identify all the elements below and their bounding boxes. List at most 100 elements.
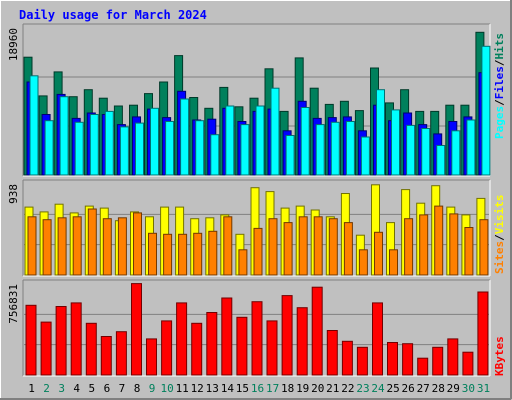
x-tick-label-day-11: 11 (176, 382, 189, 395)
x-tick-label-day-31: 31 (477, 382, 490, 395)
x-tick-label-day-23: 23 (356, 382, 369, 395)
side-label-part-visits-panel-1: / (493, 234, 506, 241)
bar-pages-day-18 (285, 135, 295, 176)
x-tick-label-day-9: 9 (149, 382, 156, 395)
bar-kbytes-day-27 (417, 357, 429, 376)
bar-kbytes-day-20 (311, 286, 323, 376)
bar-sites-day-15 (238, 249, 248, 276)
bar-kbytes-day-10 (161, 320, 173, 376)
bar-kbytes-day-18 (281, 295, 293, 376)
bar-kbytes-day-5 (85, 322, 97, 376)
x-tick-label-day-7: 7 (119, 382, 126, 395)
bar-sites-day-11 (178, 233, 188, 276)
bar-sites-day-29 (449, 213, 459, 276)
bar-sites-day-8 (133, 212, 142, 276)
x-tick-label-day-22: 22 (341, 382, 354, 395)
side-label-visits-panel: Sites/Visits (493, 195, 506, 275)
x-tick-label-day-29: 29 (447, 382, 460, 395)
bar-sites-day-22 (343, 222, 353, 276)
bar-sites-day-19 (298, 216, 308, 276)
side-label-part-hits-panel-3: / (493, 59, 506, 66)
x-tick-label-day-2: 2 (43, 382, 50, 395)
bar-pages-day-12 (195, 120, 205, 176)
panel-kbytes: 756831 (7, 279, 491, 377)
bar-sites-day-12 (193, 232, 203, 276)
bar-sites-day-2 (42, 219, 52, 276)
x-tick-label-day-5: 5 (88, 382, 95, 395)
bar-pages-day-8 (135, 122, 144, 176)
bar-pages-day-23 (360, 136, 370, 176)
x-tick-label-day-26: 26 (401, 382, 414, 395)
y-max-label-visits: 938 (7, 184, 20, 204)
x-tick-label-day-28: 28 (432, 382, 445, 395)
x-tick-label-day-18: 18 (281, 382, 294, 395)
bar-pages-day-22 (345, 121, 355, 176)
bar-kbytes-day-25 (387, 342, 398, 376)
bar-kbytes-day-4 (70, 302, 82, 376)
bar-sites-day-27 (419, 214, 429, 276)
bar-pages-day-31 (481, 45, 491, 176)
x-tick-label-day-3: 3 (58, 382, 65, 395)
panel-hits: 18960 (7, 23, 491, 177)
bar-pages-day-3 (59, 96, 69, 176)
bar-sites-day-16 (253, 227, 263, 276)
bar-sites-day-30 (464, 227, 474, 276)
bar-kbytes-day-31 (477, 291, 489, 376)
bar-kbytes-day-21 (326, 330, 338, 376)
x-tick-label-day-25: 25 (386, 382, 399, 395)
bar-pages-day-2 (44, 120, 54, 176)
y-max-label-kbytes: 756831 (7, 284, 20, 324)
bar-sites-day-31 (479, 219, 489, 276)
x-tick-label-day-6: 6 (104, 382, 111, 395)
x-tick-label-day-14: 14 (221, 382, 235, 395)
bar-kbytes-day-13 (206, 312, 218, 376)
bar-pages-day-9 (150, 107, 159, 176)
side-label-part-visits-panel-2: Visits (493, 195, 506, 235)
bar-kbytes-day-30 (462, 351, 474, 376)
bar-pages-day-10 (165, 121, 175, 176)
side-label-part-hits-panel-4: Hits (493, 33, 506, 60)
side-label-hits-panel: Pages/Files/Hits (493, 33, 506, 139)
bar-pages-day-6 (104, 110, 114, 176)
bar-kbytes-day-15 (236, 316, 248, 376)
x-tick-label-day-15: 15 (236, 382, 249, 395)
bar-sites-day-13 (208, 230, 218, 276)
bar-sites-day-10 (163, 233, 173, 276)
bar-kbytes-day-9 (146, 338, 157, 376)
x-tick-label-day-4: 4 (73, 382, 80, 395)
bar-sites-day-28 (434, 205, 444, 276)
bar-pages-day-7 (119, 126, 129, 176)
bar-pages-day-29 (451, 130, 461, 176)
bar-sites-day-3 (57, 217, 67, 276)
bar-pages-day-21 (330, 121, 340, 176)
bar-kbytes-day-2 (40, 321, 52, 376)
x-tick-label-day-19: 19 (296, 382, 309, 395)
bar-sites-day-1 (27, 216, 37, 276)
x-tick-label-day-10: 10 (160, 382, 173, 395)
bar-pages-day-5 (89, 114, 99, 176)
x-tick-label-day-27: 27 (417, 382, 430, 395)
bar-sites-day-25 (389, 249, 398, 276)
bar-kbytes-day-24 (372, 302, 383, 376)
bar-pages-day-4 (74, 121, 84, 176)
bar-pages-day-15 (240, 124, 250, 176)
bar-kbytes-day-28 (432, 346, 444, 376)
bar-kbytes-day-17 (266, 320, 278, 376)
bar-sites-day-20 (313, 216, 323, 276)
bar-kbytes-day-23 (356, 346, 368, 376)
x-tick-label-day-17: 17 (266, 382, 279, 395)
bar-kbytes-day-19 (296, 307, 308, 376)
bar-sites-day-17 (268, 218, 278, 276)
bar-kbytes-day-14 (221, 297, 233, 376)
y-max-label-hits: 18960 (7, 28, 20, 61)
bar-kbytes-day-8 (131, 283, 142, 376)
bar-kbytes-day-12 (191, 322, 203, 376)
bar-pages-day-1 (29, 75, 39, 176)
x-tick-label-day-24: 24 (371, 382, 385, 395)
x-tick-label-day-8: 8 (134, 382, 141, 395)
bar-kbytes-day-7 (115, 331, 127, 376)
bar-kbytes-day-16 (251, 301, 263, 376)
x-axis-labels: 1 2 3 4 5 6 7 8 9 10 11 12 13 14 15 16 17 18 19 20 21 22 23 24 2… (28, 382, 490, 395)
